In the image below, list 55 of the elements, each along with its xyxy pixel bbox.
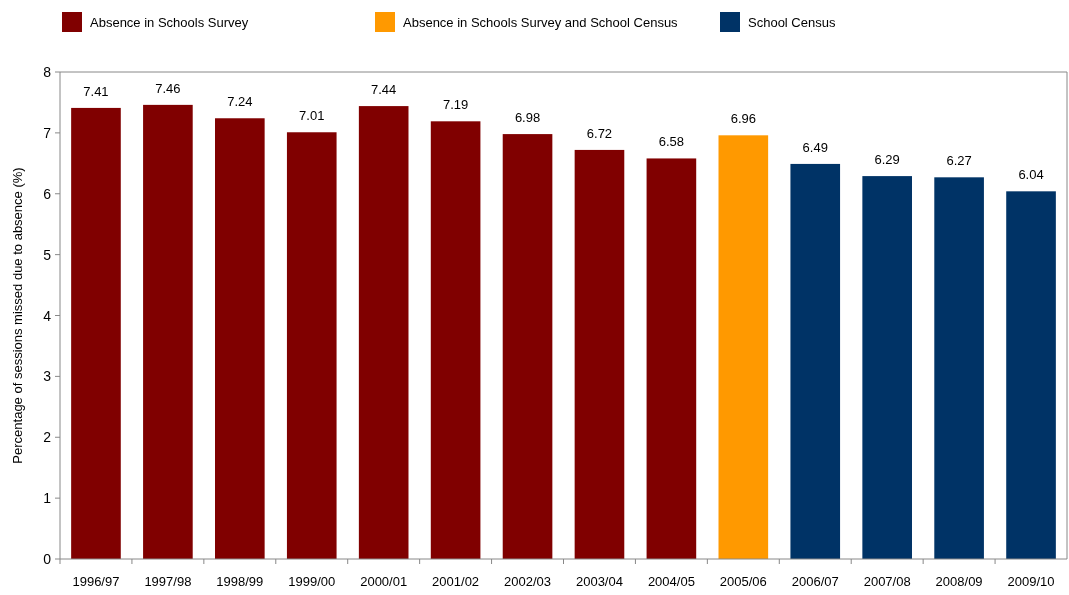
- data-label: 6.58: [658, 134, 685, 150]
- y-tick-label: 8: [43, 64, 52, 80]
- legend-label: Absence in Schools Survey and School Census: [403, 15, 679, 30]
- y-tick-label: 2: [43, 429, 52, 446]
- data-label: 7.24: [227, 94, 253, 110]
- x-tick-label: 1999/00: [288, 574, 336, 589]
- data-label: 7.19: [442, 97, 469, 113]
- data-label: 6.27: [946, 153, 972, 169]
- x-tick-label: 2002/03: [504, 574, 552, 589]
- x-tick-label: 1996/97: [72, 574, 120, 589]
- y-tick-label: 4: [43, 307, 52, 324]
- x-tick-label: 2008/09: [935, 574, 983, 589]
- data-label: 6.29: [874, 152, 900, 168]
- bar: [286, 132, 337, 559]
- x-tick-label: 1997/98: [144, 574, 192, 589]
- data-label: 7.44: [371, 82, 397, 98]
- legend-label: Absence in Schools Survey: [90, 15, 249, 30]
- legend-label: School Census: [748, 15, 836, 30]
- x-tick-label: 2007/08: [863, 574, 911, 589]
- bar: [430, 121, 481, 559]
- bar: [790, 163, 841, 559]
- y-tick-label: 3: [43, 368, 52, 385]
- x-tick-label: 2000/01: [360, 574, 408, 589]
- bar: [71, 107, 121, 559]
- y-tick-label: 0: [43, 551, 52, 567]
- y-tick-label: 5: [43, 246, 52, 263]
- x-tick-label: 2005/06: [719, 574, 767, 589]
- x-tick-label: 2004/05: [647, 574, 695, 589]
- bar: [718, 135, 769, 559]
- data-label: 6.49: [802, 139, 828, 155]
- bar: [215, 118, 265, 559]
- data-label: 7.46: [155, 80, 181, 96]
- bar: [646, 158, 697, 559]
- x-tick-label: 2001/02: [432, 574, 480, 589]
- x-tick-label: 2006/07: [791, 574, 839, 589]
- x-tick-label: 1998/99: [216, 574, 264, 589]
- data-label: 6.04: [1018, 167, 1044, 183]
- y-tick-label: 1: [43, 490, 52, 507]
- bar: [1006, 191, 1056, 559]
- data-label: 6.98: [514, 110, 541, 126]
- bar: [934, 177, 984, 559]
- y-axis-title: Percentage of sessions missed due to absence (%): [10, 167, 25, 464]
- x-tick-label: 2009/10: [1007, 574, 1055, 589]
- x-tick-label: 2003/04: [575, 574, 623, 589]
- bar: [574, 149, 625, 559]
- data-label: 6.96: [730, 111, 756, 127]
- bar: [862, 176, 912, 559]
- data-label: 6.72: [586, 125, 613, 141]
- data-label: 7.41: [83, 83, 109, 99]
- bar: [143, 104, 193, 559]
- bar: [358, 106, 409, 559]
- y-tick-label: 6: [43, 185, 52, 202]
- bar: [502, 134, 553, 559]
- data-label: 7.01: [299, 108, 325, 124]
- y-tick-label: 7: [43, 124, 52, 141]
